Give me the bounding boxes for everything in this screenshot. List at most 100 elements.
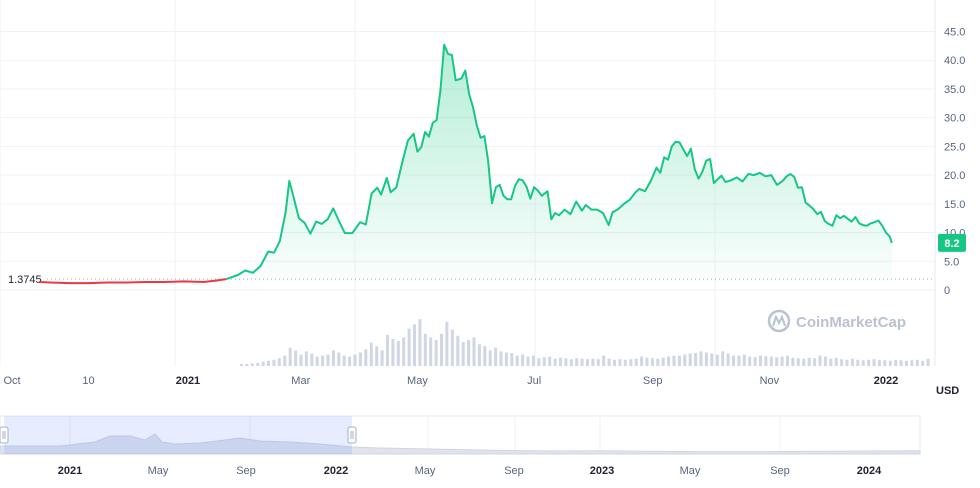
navigator-tick-label: 2022 xyxy=(324,465,348,477)
volume-bar xyxy=(515,355,519,366)
navigator-selection[interactable] xyxy=(4,416,352,454)
volume-bar xyxy=(894,359,898,366)
volume-bar xyxy=(677,355,681,366)
y-tick-label: 45.0 xyxy=(944,26,965,38)
x-tick-label: 2022 xyxy=(874,375,898,387)
price-area xyxy=(38,44,892,284)
navigator-tick-label: Sep xyxy=(504,465,524,477)
volume-bar xyxy=(364,349,368,366)
volume-bar xyxy=(861,360,865,366)
volume-bar xyxy=(688,353,692,366)
volume-bar xyxy=(445,321,449,366)
volume-bar xyxy=(310,353,314,366)
volume-bar xyxy=(272,359,276,366)
volume-bar xyxy=(499,351,503,366)
volume-bar xyxy=(586,359,589,366)
y-tick-label: 15.0 xyxy=(944,199,965,211)
volume-bar xyxy=(391,339,395,366)
volume-bar xyxy=(369,342,373,366)
volume-bar xyxy=(818,355,822,366)
volume-bar xyxy=(440,333,443,366)
volume-bar xyxy=(672,355,676,366)
volume-bar xyxy=(548,356,552,366)
volume-bar xyxy=(883,360,887,366)
volume-bar xyxy=(413,324,416,366)
volume-bar xyxy=(375,346,379,366)
volume-bar xyxy=(386,334,389,366)
navigator-tick-label: Sep xyxy=(236,465,256,477)
volume-bar xyxy=(602,355,606,366)
y-tick-label: 40.0 xyxy=(944,55,965,67)
x-tick-label: Oct xyxy=(3,375,20,387)
x-axis: Oct 10 2021 Mar May Jul Sep Nov 2022 USD xyxy=(3,375,959,397)
volume-bar xyxy=(899,360,903,366)
volume-bar xyxy=(267,360,270,366)
volume-bar xyxy=(456,335,460,366)
volume-bar xyxy=(331,350,335,366)
volume-bar xyxy=(607,358,611,366)
volume-bar xyxy=(850,358,854,366)
coinmarketcap-logo-icon xyxy=(767,309,791,333)
price-line-above-start[interactable] xyxy=(225,43,893,281)
volume-bar xyxy=(261,361,265,366)
range-navigator[interactable]: 2021 May Sep 2022 May Sep 2023 May Sep 2024 xyxy=(0,415,921,477)
y-axis: 05.010.015.020.025.030.035.040.045.0 xyxy=(944,26,965,297)
volume-bar xyxy=(342,355,346,366)
watermark-text: CoinMarketCap xyxy=(796,314,906,331)
volume-bar xyxy=(872,359,876,366)
navigator-tick-label: May xyxy=(415,465,436,477)
price-line-below-start[interactable] xyxy=(38,278,227,285)
volume-bar xyxy=(813,358,817,366)
volume-bar xyxy=(786,355,789,366)
navigator-right-handle[interactable] xyxy=(347,426,357,444)
volume-bar xyxy=(569,359,573,366)
volume-bar xyxy=(802,358,806,366)
volume-bar xyxy=(337,352,341,366)
volume-bar xyxy=(402,337,406,366)
volume-bar xyxy=(737,355,741,366)
volume-bar xyxy=(288,347,292,366)
volume-bar xyxy=(461,342,465,366)
price-line[interactable] xyxy=(38,43,893,285)
volume-bar xyxy=(510,353,514,366)
volume-bar xyxy=(834,357,838,366)
navigator-tick-label: May xyxy=(148,465,169,477)
volume-bar xyxy=(283,355,287,366)
volume-bar xyxy=(531,355,535,366)
volume-bar xyxy=(877,359,881,366)
volume-bar xyxy=(710,353,714,366)
volume-bar xyxy=(715,354,719,366)
volume-bar xyxy=(694,353,698,366)
x-tick-label: May xyxy=(407,375,428,387)
volume-bar xyxy=(477,344,481,366)
volume-bar xyxy=(726,353,730,366)
volume-bar xyxy=(753,357,757,366)
x-tick-label: Sep xyxy=(643,375,663,387)
volume-bar xyxy=(921,360,925,366)
volume-bar xyxy=(537,358,541,366)
volume-bar xyxy=(867,359,871,366)
volume-bar xyxy=(564,358,568,366)
last-price-badge-bg xyxy=(938,233,966,252)
volume-bar xyxy=(667,356,671,366)
volume-bar xyxy=(856,359,860,366)
volume-bar xyxy=(629,359,633,366)
volume-bar xyxy=(661,357,665,366)
volume-bar xyxy=(634,358,638,366)
volume-bar xyxy=(240,363,243,366)
navigator-tick-label: 2023 xyxy=(590,465,614,477)
navigator-left-handle[interactable] xyxy=(0,426,9,444)
x-tick-label: Jul xyxy=(527,375,541,387)
volume-bar xyxy=(769,356,773,366)
volume-bar xyxy=(304,351,308,366)
volume-bar xyxy=(829,358,833,366)
navigator-series xyxy=(0,433,921,455)
currency-label: USD xyxy=(936,385,959,397)
volume-bar xyxy=(575,358,579,366)
volume-bar xyxy=(796,358,800,366)
volume-bar xyxy=(494,347,498,366)
y-tick-label: 35.0 xyxy=(944,84,965,96)
volume-bar xyxy=(613,359,616,366)
volume-bar xyxy=(732,355,735,366)
